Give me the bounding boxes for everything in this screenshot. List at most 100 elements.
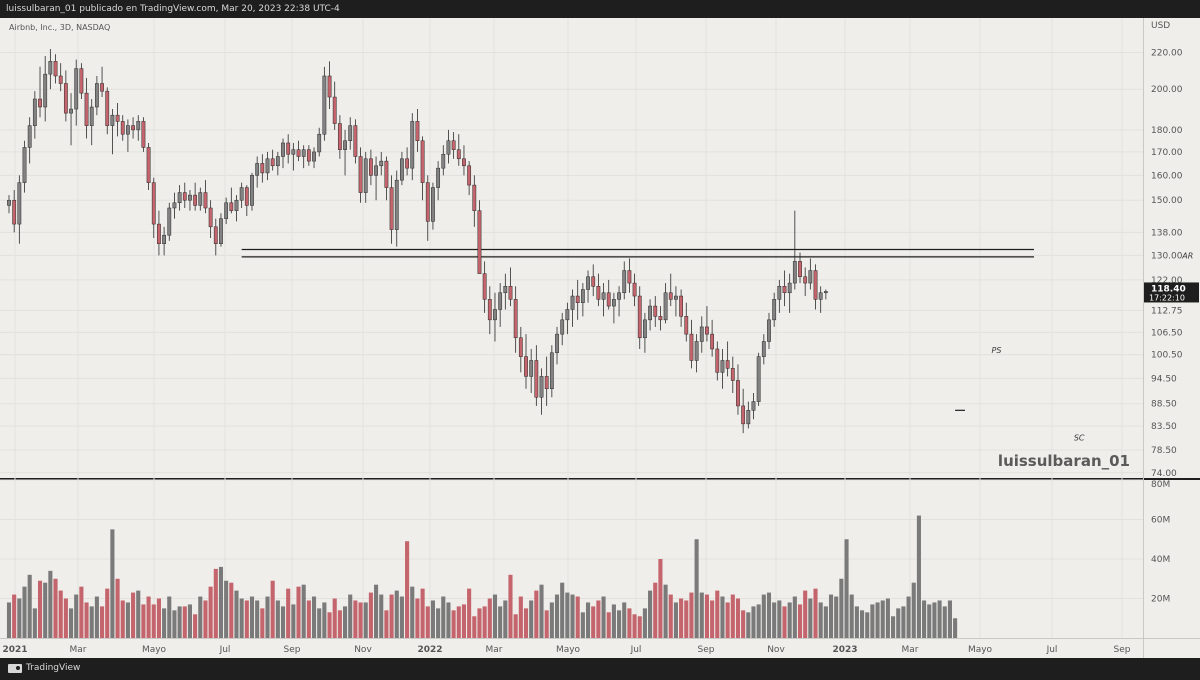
candle-body[interactable] bbox=[425, 182, 430, 222]
candle-body[interactable] bbox=[555, 333, 559, 354]
tradingview-logo[interactable]: TradingView bbox=[8, 663, 80, 673]
candle-body[interactable] bbox=[358, 156, 363, 193]
candle-body[interactable] bbox=[570, 295, 575, 310]
candle-body[interactable] bbox=[162, 234, 166, 244]
candle-body[interactable] bbox=[503, 286, 508, 294]
candle-body[interactable] bbox=[431, 187, 435, 222]
candle-body[interactable] bbox=[565, 309, 570, 321]
candle-body[interactable] bbox=[167, 207, 172, 236]
candle-body[interactable] bbox=[74, 68, 79, 110]
candle-body[interactable] bbox=[229, 202, 234, 211]
candle-body[interactable] bbox=[803, 276, 808, 284]
candle-body[interactable] bbox=[720, 360, 725, 373]
candle-body[interactable] bbox=[281, 142, 285, 157]
candle-body[interactable] bbox=[27, 125, 32, 148]
candle-body[interactable] bbox=[798, 261, 802, 278]
candle-body[interactable] bbox=[234, 199, 239, 211]
candle-body[interactable] bbox=[332, 96, 337, 124]
candle-body[interactable] bbox=[43, 73, 48, 108]
candle-body[interactable] bbox=[136, 121, 141, 131]
candle-body[interactable] bbox=[182, 192, 187, 201]
candle-body[interactable] bbox=[89, 106, 94, 126]
candle-body[interactable] bbox=[12, 199, 17, 225]
candle-body[interactable] bbox=[353, 125, 358, 157]
candle-body[interactable] bbox=[467, 165, 472, 186]
candle-body[interactable] bbox=[648, 305, 652, 321]
candle-body[interactable] bbox=[586, 276, 590, 290]
candle-body[interactable] bbox=[549, 352, 554, 390]
candle-body[interactable] bbox=[518, 337, 523, 357]
candle-body[interactable] bbox=[818, 292, 823, 300]
candle-body[interactable] bbox=[736, 380, 740, 407]
candle-body[interactable] bbox=[792, 261, 797, 284]
candle-body[interactable] bbox=[767, 319, 771, 342]
candle-body[interactable] bbox=[379, 160, 384, 167]
candle-body[interactable] bbox=[405, 158, 409, 169]
candle-body[interactable] bbox=[482, 273, 487, 300]
candle-body[interactable] bbox=[751, 401, 756, 411]
candle-body[interactable] bbox=[343, 140, 347, 150]
candle-body[interactable] bbox=[131, 125, 135, 131]
candle-body[interactable] bbox=[756, 356, 761, 402]
candle-body[interactable] bbox=[823, 291, 828, 294]
candle-body[interactable] bbox=[446, 140, 451, 155]
candle-body[interactable] bbox=[487, 299, 492, 321]
candle-body[interactable] bbox=[653, 305, 658, 317]
candle-body[interactable] bbox=[239, 187, 244, 201]
candle-body[interactable] bbox=[498, 292, 503, 310]
candle-body[interactable] bbox=[627, 270, 632, 284]
candle-body[interactable] bbox=[270, 158, 275, 167]
candle-body[interactable] bbox=[94, 83, 99, 108]
candle-body[interactable] bbox=[389, 187, 394, 230]
candle-body[interactable] bbox=[575, 295, 580, 303]
candle-body[interactable] bbox=[451, 140, 456, 150]
candle-body[interactable] bbox=[477, 210, 482, 274]
candle-body[interactable] bbox=[761, 341, 766, 357]
candle-body[interactable] bbox=[415, 121, 420, 142]
candle-body[interactable] bbox=[617, 292, 621, 300]
candle-body[interactable] bbox=[684, 316, 689, 335]
candle-body[interactable] bbox=[48, 61, 53, 75]
candle-body[interactable] bbox=[663, 292, 668, 321]
candle-body[interactable] bbox=[100, 83, 104, 92]
candle-body[interactable] bbox=[679, 295, 684, 317]
candle-body[interactable] bbox=[151, 182, 156, 225]
candle-body[interactable] bbox=[275, 156, 280, 167]
candle-body[interactable] bbox=[260, 163, 265, 174]
candle-body[interactable] bbox=[198, 192, 203, 206]
candle-body[interactable] bbox=[658, 316, 663, 321]
candle-body[interactable] bbox=[777, 286, 782, 300]
candle-body[interactable] bbox=[674, 295, 678, 300]
candle-body[interactable] bbox=[813, 270, 818, 300]
candle-body[interactable] bbox=[172, 202, 177, 209]
candle-body[interactable] bbox=[534, 360, 539, 398]
candle-body[interactable] bbox=[606, 292, 611, 307]
candle-body[interactable] bbox=[632, 282, 637, 297]
candle-body[interactable] bbox=[348, 125, 353, 142]
candle-body[interactable] bbox=[730, 368, 735, 381]
candle-body[interactable] bbox=[808, 270, 813, 284]
candle-body[interactable] bbox=[53, 61, 58, 77]
candle-body[interactable] bbox=[79, 68, 84, 94]
candle-body[interactable] bbox=[699, 326, 704, 342]
candle-body[interactable] bbox=[436, 167, 441, 188]
candle-body[interactable] bbox=[746, 410, 751, 425]
candle-body[interactable] bbox=[250, 175, 254, 206]
candle-body[interactable] bbox=[710, 333, 715, 350]
candle-body[interactable] bbox=[38, 98, 42, 108]
candle-body[interactable] bbox=[337, 123, 342, 150]
candle-body[interactable] bbox=[203, 192, 208, 209]
candle-body[interactable] bbox=[296, 149, 301, 157]
candle-body[interactable] bbox=[513, 299, 518, 339]
candle-body[interactable] bbox=[400, 158, 404, 181]
price-axis[interactable] bbox=[1143, 18, 1200, 638]
candle-body[interactable] bbox=[7, 199, 11, 206]
price-pane[interactable] bbox=[0, 18, 1143, 478]
candle-body[interactable] bbox=[115, 114, 120, 122]
candle-body[interactable] bbox=[141, 121, 146, 148]
candle-body[interactable] bbox=[146, 147, 151, 183]
candle-body[interactable] bbox=[668, 292, 673, 300]
candle-body[interactable] bbox=[493, 309, 497, 321]
candle-body[interactable] bbox=[110, 114, 115, 126]
candle-body[interactable] bbox=[596, 286, 601, 300]
